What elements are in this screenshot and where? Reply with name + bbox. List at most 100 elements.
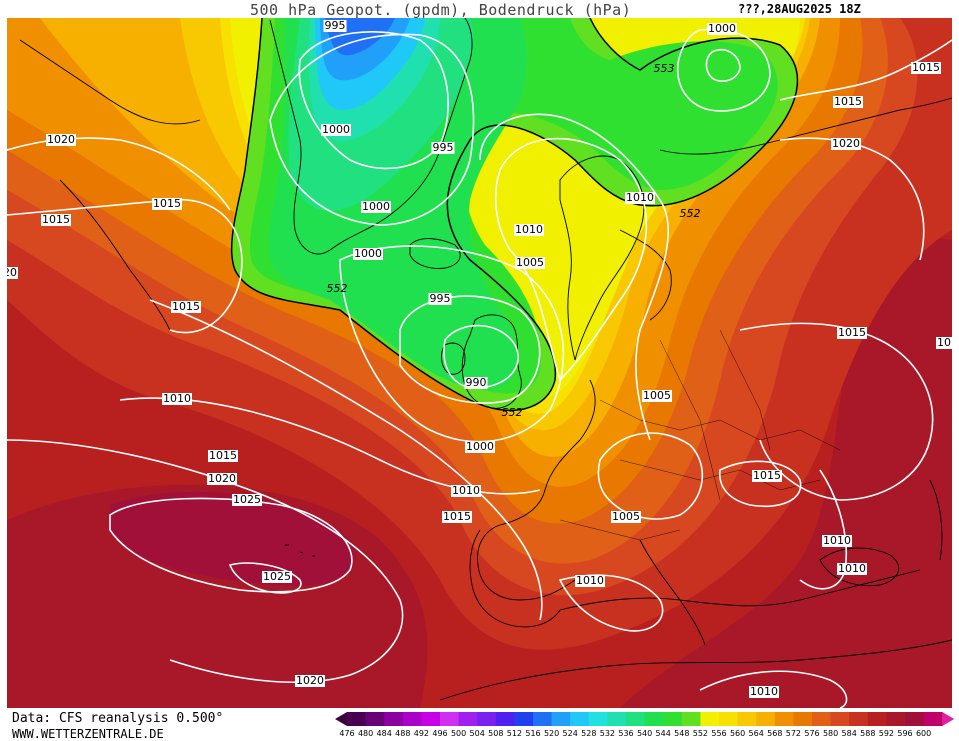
isobar-label-bg [431,142,455,154]
isobar-label-bg [321,124,351,136]
isobar-label: 1015 [172,300,200,313]
isobar-label-bg [707,23,737,35]
isobar-1025-a [109,497,353,593]
isobar-label-bg [911,62,941,74]
legend-swatch [793,712,813,726]
isobar-label: 1020 [296,674,324,687]
height-band-east [620,237,952,708]
legend-tick-label: 512 [506,729,523,738]
isobar-label: 1015 [209,449,237,462]
map-title: 500 hPa Geopot. (gpdm), Bodendruck (hPa) [250,1,632,19]
legend-tick-label: 548 [674,729,690,738]
coast-britain [461,314,522,409]
isobar-label-bg [833,96,863,108]
isobar-label: 1010 [576,574,604,587]
isobar-label-bg [295,675,325,687]
isobar-1005-east [597,432,704,520]
legend-swatch [588,712,608,726]
legend-swatch [570,712,590,726]
isobar-label: 1015 [153,197,181,210]
isobar-label-bg [262,571,292,583]
isobar-label: 1015 [834,95,862,108]
legend-swatch [384,712,404,726]
legend-tick-label: 592 [878,729,895,738]
isobar-label: 1010 [838,562,866,575]
coast-iceland [409,238,461,269]
legend-swatch [477,712,497,726]
legend-tick-label: 560 [729,729,746,738]
legend-swatch [458,712,478,726]
isobar-label-bg [464,377,488,389]
isobar-label: 1010 [452,484,480,497]
legend-tick-label: 532 [599,729,616,738]
isobar-1015-south-east [719,460,802,507]
legend-swatch [719,712,739,726]
isobar-1000-east [676,28,771,112]
legend-swatch [867,712,887,726]
legend-swatch [551,712,571,726]
legend-swatch [440,712,460,726]
isobar-label-bg [442,511,472,523]
color-legend-ticks: 476 480 484 488 492 496 500 504 508 512 516 520 524 5… [339,729,944,741]
legend-tick-label: 588 [860,729,876,738]
isobar-label: 1020 [47,133,75,146]
legend-arrow-right [942,712,955,726]
isobar-1015-arc [149,299,543,621]
legend-swatch [700,712,720,726]
legend-swatch [774,712,794,726]
isobar-label-bg [465,441,495,453]
isobar-1020-west [7,137,231,211]
legend-tick-label: 484 [376,729,392,738]
legend-tick-label: 564 [748,729,764,738]
isobar-label: 1020 [832,137,860,150]
isobar-990 [443,324,519,389]
legend-swatch [737,712,757,726]
isobar-label-bg [162,393,192,405]
isobar-label-bg [171,301,201,313]
isobar-label: 552 [327,282,348,295]
legend-tick-label: 504 [469,729,485,738]
website-credit: WWW.WETTERZENTRALE.DE [12,727,164,741]
isobar-label-bg [575,575,605,587]
border-line-4 [719,329,771,451]
isobar-label: 1005 [643,389,671,402]
isobar-label: 1005 [516,256,544,269]
legend-tick-label: 524 [562,729,578,738]
isobar-label: 1015 [42,213,70,226]
isobar-label: 1010 [750,685,778,698]
legend-arrow-left [335,712,347,726]
isobar-label: 995 [430,292,451,305]
isobar-label: 10 [937,336,951,349]
legend-swatch [495,712,515,726]
coast-baltic [619,229,672,321]
legend-swatch [347,712,367,726]
legend-swatch [626,712,646,726]
isobar-label: 553 [654,62,675,75]
isobar-label-bg [353,248,383,260]
isobar-label: 990 [466,376,487,389]
isobar-label-bg [323,20,347,32]
isobar-label: 1020 [208,472,236,485]
isobar-label-bg [837,563,867,575]
legend-tick-label: 520 [543,729,560,738]
isobar-label-bg [428,293,452,305]
legend-tick-label: 580 [822,729,839,738]
isobar-label-bg [515,257,545,269]
isobar-1025-b [228,562,302,594]
isobar-label-bg [611,511,641,523]
legend-swatch [514,712,534,726]
legend-tick-label: 480 [357,729,374,738]
isobar-1010-south [558,574,664,632]
legend-tick-label: 584 [841,729,857,738]
isobar-1020-east [779,137,925,261]
color-legend-bar [335,712,955,726]
border-line-3 [659,339,721,501]
coast-europe-west [477,379,596,601]
isobar-1010-med [699,670,848,708]
isobar-1005 [494,137,648,382]
isobar-label-bg [831,138,861,150]
legend-swatch [402,712,422,726]
isobar-label: 1010 [823,534,851,547]
legend-tick-label: 476 [339,729,355,738]
